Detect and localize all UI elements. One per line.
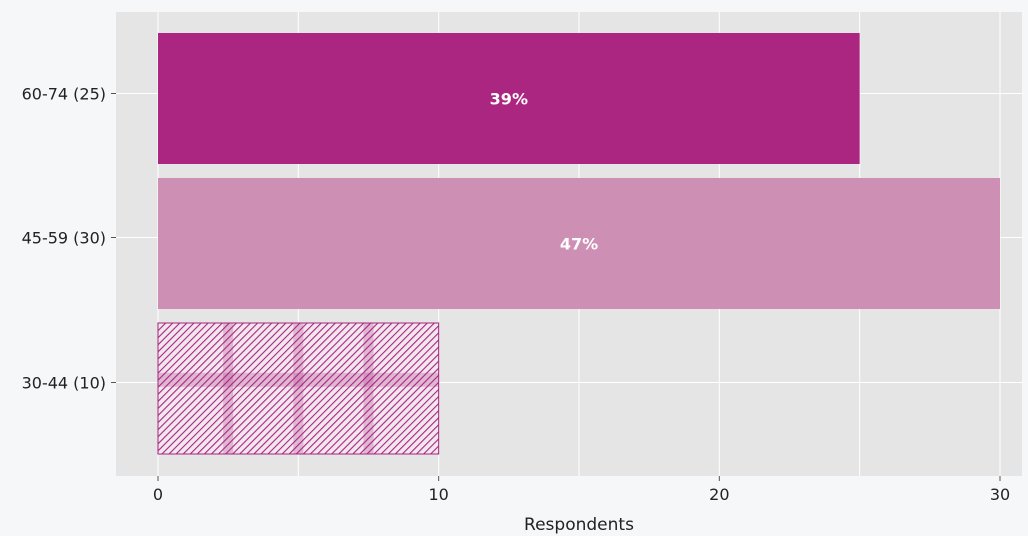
bar-value-label: 47% bbox=[560, 235, 598, 254]
bar-pattern-stripe bbox=[158, 372, 439, 387]
x-tick-label: 10 bbox=[428, 485, 448, 504]
bar-pattern-stripe bbox=[293, 323, 304, 454]
axes: 60-74 (25) 45-59 (30) 30-44 (10) 0 10 20 30 bbox=[22, 85, 1011, 505]
x-axis-title: Respondents bbox=[524, 515, 634, 535]
bar-value-label: 39% bbox=[490, 90, 528, 109]
y-tick-label: 45-59 (30) bbox=[22, 229, 106, 248]
x-tick-label: 20 bbox=[709, 485, 729, 504]
x-tick-label: 0 bbox=[153, 485, 163, 504]
bars bbox=[157, 33, 1000, 455]
bar bbox=[158, 33, 860, 164]
bar-pattern-stripe bbox=[363, 323, 374, 454]
x-tick-label: 30 bbox=[990, 485, 1010, 504]
y-tick-label: 30-44 (10) bbox=[22, 374, 106, 393]
bar bbox=[157, 322, 440, 455]
y-tick-label: 60-74 (25) bbox=[22, 85, 106, 104]
bar-pattern-stripe bbox=[223, 323, 234, 454]
bar-labels: 39% 47% bbox=[490, 90, 598, 254]
bar bbox=[158, 178, 1000, 309]
